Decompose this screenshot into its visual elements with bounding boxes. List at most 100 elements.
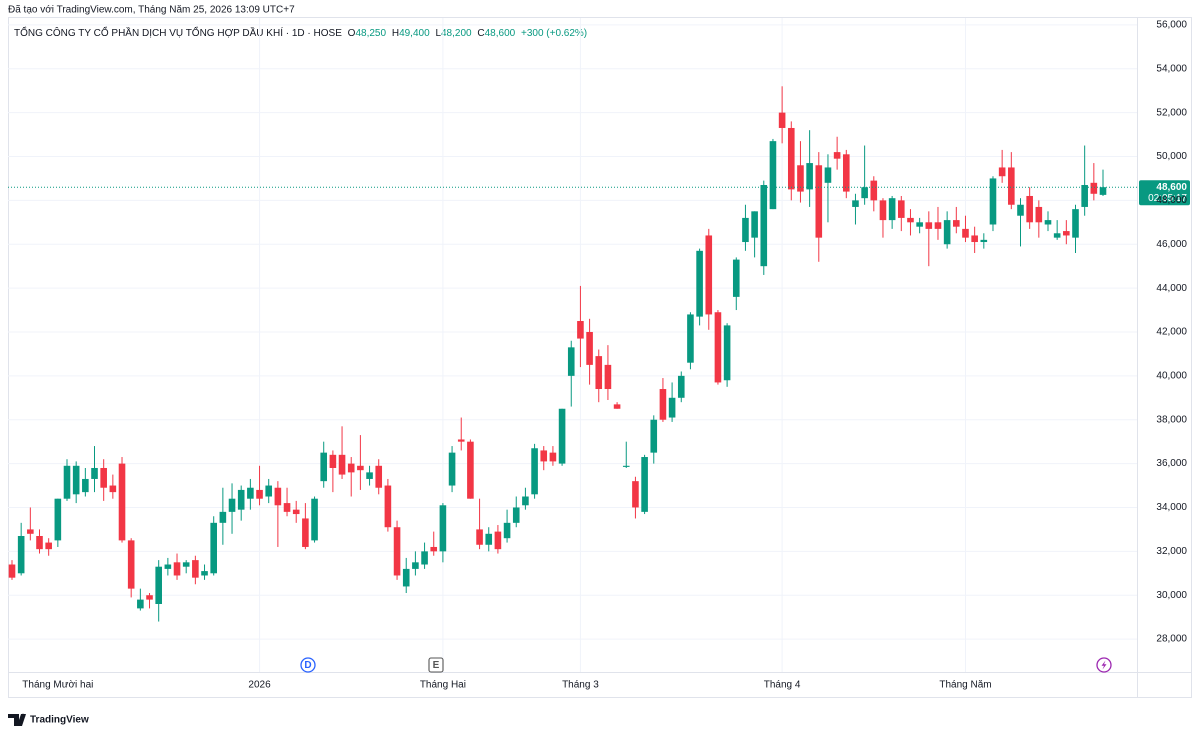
- candle-body: [476, 529, 483, 545]
- candle-body: [916, 222, 923, 227]
- candle-body: [833, 152, 841, 159]
- candle-body: [586, 331, 593, 365]
- candle-body: [1081, 185, 1088, 207]
- candle-body: [393, 527, 401, 576]
- candle-body: [1053, 233, 1061, 238]
- candle-body: [778, 112, 786, 128]
- candle-body: [512, 507, 520, 523]
- brand: TradingView: [30, 715, 89, 726]
- x-tick-label: Tháng Năm: [939, 680, 991, 691]
- candle-body: [311, 498, 318, 541]
- candle-body: [247, 487, 254, 499]
- candle-body: [1063, 231, 1070, 236]
- candle-body: [659, 389, 667, 420]
- candle-body: [650, 419, 658, 453]
- candle-body: [595, 356, 603, 390]
- candle-body: [971, 235, 978, 243]
- candle-body: [714, 312, 722, 383]
- candle-body: [45, 542, 52, 550]
- price-tag-label: 48,600: [1156, 182, 1187, 193]
- y-tick-label: 48,000: [1156, 195, 1187, 206]
- candle-body: [815, 165, 823, 238]
- event-marker: [300, 657, 316, 673]
- y-tick-label: 40,000: [1156, 370, 1187, 381]
- ohlc-key: O: [348, 28, 356, 39]
- x-tick-label: 2026: [248, 680, 271, 691]
- candle-body: [274, 487, 282, 506]
- candle-body: [63, 465, 71, 499]
- ohlc-key: L: [435, 28, 441, 39]
- candle-body: [137, 599, 144, 609]
- x-tick-label: Tháng Hai: [420, 680, 466, 691]
- event-label: D: [304, 660, 311, 671]
- candle-body: [485, 533, 493, 545]
- candle-body: [760, 185, 768, 267]
- candle-body: [494, 531, 502, 550]
- countdown: 02:05:17: [1148, 193, 1187, 204]
- candle-body: [696, 250, 703, 317]
- candle-body: [522, 496, 529, 506]
- candle-body: [677, 375, 685, 398]
- candle-body: [870, 180, 878, 201]
- event-label: E: [433, 660, 440, 671]
- candle-body: [705, 235, 713, 315]
- candle-body: [577, 321, 584, 339]
- candle-body: [210, 522, 217, 574]
- candle-body: [265, 485, 273, 497]
- legend: TỔNG CÔNG TY CỔ PHẦN DỊCH VỤ TỔNG HỢP DẦ…: [14, 26, 587, 39]
- candle-body: [8, 564, 16, 578]
- candle-body: [852, 200, 859, 207]
- candle-body: [687, 314, 694, 363]
- candle-body: [668, 397, 676, 418]
- candle-body: [531, 448, 538, 495]
- candle-body: [953, 220, 960, 227]
- candle-body: [934, 222, 942, 229]
- candle-body: [320, 452, 328, 482]
- candle-body: [412, 562, 419, 569]
- candle-body: [1044, 220, 1052, 225]
- candle-body: [751, 211, 758, 238]
- candle-body: [375, 465, 383, 488]
- candle-body: [467, 441, 474, 499]
- candle-body: [357, 465, 364, 471]
- candle-body: [155, 566, 162, 604]
- candle-body: [787, 127, 795, 190]
- candle-body: [503, 522, 511, 539]
- candle-body: [439, 505, 447, 552]
- candle-body: [173, 562, 181, 576]
- y-tick-label: 46,000: [1156, 239, 1187, 250]
- candle-body: [998, 167, 1006, 177]
- price-tag: [1139, 180, 1190, 206]
- candle-body: [72, 465, 80, 495]
- candle-body: [91, 467, 98, 479]
- candle-body: [182, 562, 190, 567]
- y-tick-label: 50,000: [1156, 151, 1187, 162]
- created-note: Đã tạo với TradingView.com, Tháng Năm 25…: [8, 5, 295, 16]
- candle-body: [338, 454, 346, 475]
- candle-body: [842, 154, 850, 192]
- candle-body: [384, 485, 392, 528]
- candle-body: [347, 463, 355, 473]
- candle-body: [1008, 167, 1015, 205]
- logo: [8, 713, 26, 726]
- candle-body: [1035, 206, 1043, 223]
- y-tick-label: 52,000: [1156, 107, 1187, 118]
- y-tick-label: 56,000: [1156, 20, 1187, 31]
- lightning-icon: [1096, 657, 1112, 673]
- candle-body: [283, 503, 291, 512]
- candle-body: [100, 467, 107, 488]
- candle-body: [192, 560, 199, 578]
- ohlc-value: 48,600: [485, 28, 516, 39]
- candle-body: [861, 187, 868, 199]
- candle-body: [366, 472, 373, 479]
- lightning-bolt: [1101, 660, 1107, 670]
- frame: [8, 17, 1192, 698]
- candle-body: [237, 489, 245, 510]
- candle-body: [962, 228, 969, 238]
- ohlc-value: 48,250: [355, 28, 386, 39]
- candle-body: [742, 217, 749, 243]
- candle-body: [402, 568, 410, 587]
- candle-body: [256, 489, 263, 499]
